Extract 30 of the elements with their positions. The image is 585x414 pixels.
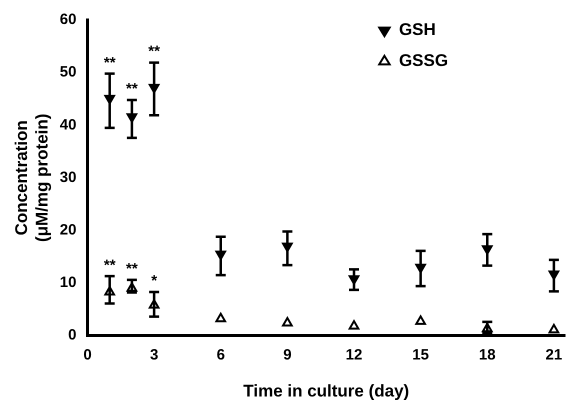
point xyxy=(348,320,360,330)
annotation: * xyxy=(151,272,158,290)
y-tick-label: 40 xyxy=(60,116,76,134)
x-axis-title: Time in culture (day) xyxy=(243,381,410,400)
x-tick-label: 0 xyxy=(83,346,92,364)
x-tick-label: 9 xyxy=(283,346,292,364)
x-tick-label: 21 xyxy=(546,346,562,364)
y-tick-label: 30 xyxy=(60,168,76,186)
annotation: ** xyxy=(126,260,138,278)
y-tick-label: 20 xyxy=(60,222,76,239)
annotation: ** xyxy=(104,256,116,274)
point xyxy=(415,315,426,325)
y-tick-label: 50 xyxy=(60,64,76,81)
x-tick-label: 3 xyxy=(150,346,158,364)
y-tick-label: 0 xyxy=(68,326,76,344)
y-axis-title: Concentration (μM/mg protein) xyxy=(12,114,52,242)
y-tick-label: 60 xyxy=(60,11,76,28)
point xyxy=(282,316,293,326)
legend-label: GSH xyxy=(398,20,436,40)
point xyxy=(548,324,560,334)
y-tick-label: 10 xyxy=(60,274,76,292)
point xyxy=(215,312,226,322)
x-tick-label: 18 xyxy=(478,346,496,364)
annotation: ** xyxy=(126,80,138,98)
x-tick-label: 15 xyxy=(412,346,429,364)
legend-label: GSSG xyxy=(398,51,448,70)
annotation: ** xyxy=(104,54,116,72)
x-tick-label: 6 xyxy=(216,346,225,364)
annotation: ** xyxy=(148,43,160,60)
x-tick-label: 12 xyxy=(346,346,362,364)
